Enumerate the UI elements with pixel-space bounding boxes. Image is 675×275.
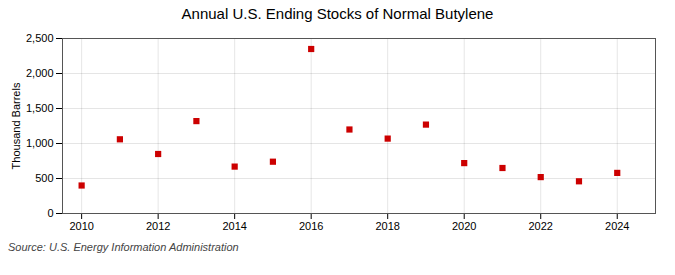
svg-text:0: 0 bbox=[47, 207, 53, 219]
svg-text:1,500: 1,500 bbox=[26, 102, 54, 114]
svg-text:2010: 2010 bbox=[69, 220, 93, 232]
svg-text:2018: 2018 bbox=[375, 220, 399, 232]
svg-text:2012: 2012 bbox=[146, 220, 170, 232]
svg-text:2024: 2024 bbox=[605, 220, 629, 232]
html-text:Source: U.S. Energy Informatio: Source: U.S. Energy Information Administ… bbox=[8, 241, 239, 253]
svg-text:2022: 2022 bbox=[528, 220, 552, 232]
svg-text:2,500: 2,500 bbox=[26, 32, 54, 44]
svg-text:2014: 2014 bbox=[222, 220, 246, 232]
svg-text:1,000: 1,000 bbox=[26, 137, 54, 149]
svg-text:2,000: 2,000 bbox=[26, 67, 54, 79]
svg-text:2016: 2016 bbox=[299, 220, 323, 232]
svg-text:2020: 2020 bbox=[452, 220, 476, 232]
html-text:Annual U.S. Ending Stocks of N: Annual U.S. Ending Stocks of Normal Buty… bbox=[181, 5, 494, 22]
svg-text:Thousand Barrels: Thousand Barrels bbox=[10, 82, 22, 169]
svg-text:500: 500 bbox=[35, 172, 53, 184]
